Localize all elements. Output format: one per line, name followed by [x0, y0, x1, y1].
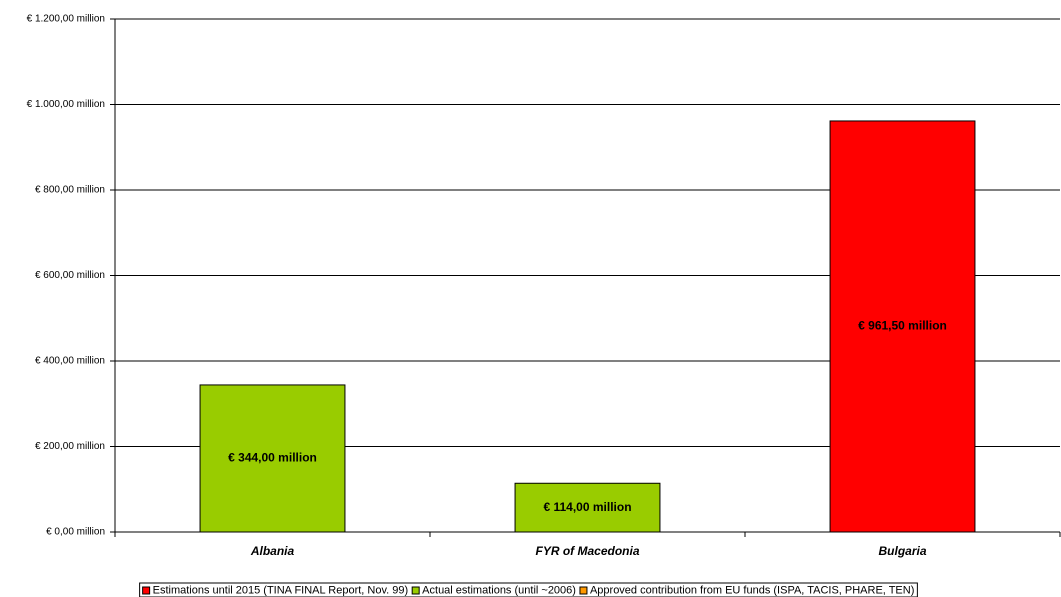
- value-label: € 344,00 million: [228, 451, 317, 465]
- y-tick-label: € 200,00 million: [35, 441, 105, 452]
- legend-label: Actual estimations (until ~2006): [422, 584, 576, 596]
- value-label: € 114,00 million: [543, 500, 631, 514]
- legend-label: Estimations until 2015 (TINA FINAL Repor…: [153, 584, 409, 596]
- x-tick-label: Bulgaria: [878, 544, 926, 558]
- y-tick-label: € 0,00 million: [46, 527, 105, 538]
- legend-swatch: [579, 586, 588, 595]
- legend-label: Approved contribution from EU funds (ISP…: [590, 584, 914, 596]
- y-tick-label: € 1.000,00 million: [27, 99, 105, 110]
- x-tick-label: FYR of Macedonia: [535, 544, 639, 558]
- y-tick-label: € 600,00 million: [35, 270, 105, 281]
- legend-swatch: [142, 586, 151, 595]
- y-tick-label: € 800,00 million: [35, 185, 105, 196]
- y-tick-label: € 1.200,00 million: [27, 14, 105, 25]
- bar: [829, 120, 976, 533]
- value-label: € 961,50 million: [858, 319, 947, 333]
- y-tick-label: € 400,00 million: [35, 356, 105, 367]
- x-tick-label: Albania: [250, 544, 295, 558]
- bar: [514, 482, 661, 533]
- legend: [139, 582, 918, 597]
- bar: [199, 384, 346, 533]
- legend-swatch: [411, 586, 420, 595]
